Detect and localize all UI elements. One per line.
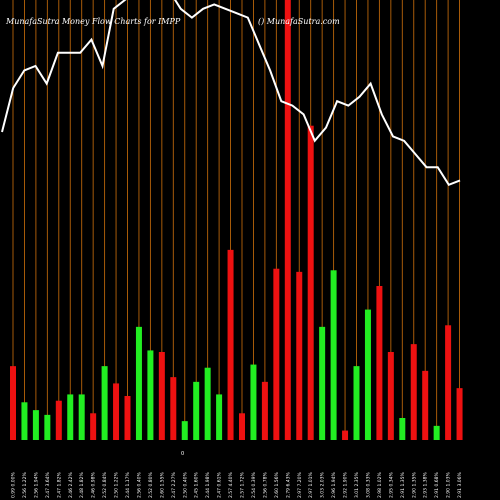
bar xyxy=(21,402,28,440)
bar xyxy=(353,366,360,440)
bar xyxy=(239,413,245,440)
bar xyxy=(147,350,154,440)
x-tick-label: 2.93 1.38% xyxy=(423,472,429,498)
x-tick-label: 2.60 1.56% xyxy=(274,472,280,498)
x-tick-label: 2.54 0.39% xyxy=(251,472,257,498)
x-tick-label: 2.44 1.17% xyxy=(125,472,131,498)
x-tick-label: 2.50 0.40% xyxy=(182,472,188,498)
bar xyxy=(158,352,165,440)
x-tick-label: 2.47 1.82% xyxy=(56,472,62,498)
zero-label: 0 xyxy=(181,451,184,457)
bar xyxy=(445,325,452,440)
bar xyxy=(135,326,142,440)
bar xyxy=(193,381,200,440)
bar xyxy=(181,421,188,440)
bar xyxy=(204,367,211,440)
x-tick-label: 3.08 0.33% xyxy=(365,472,371,498)
x-tick-label: 2.48 1.82% xyxy=(79,472,85,498)
bar xyxy=(250,364,257,440)
x-tick-label: 2.52 0.80% xyxy=(148,472,154,498)
bar xyxy=(78,394,85,440)
x-tick-label: 2.90 1.35% xyxy=(411,472,417,498)
x-tick-label: 2.91 3.06% xyxy=(457,472,463,498)
bar xyxy=(433,425,440,440)
x-tick-label: 2.96 1.94% xyxy=(331,472,337,498)
x-tick-label: 2.56 0.40% xyxy=(136,472,142,498)
bar xyxy=(422,370,429,440)
x-tick-label: 2.91 0.68% xyxy=(434,472,440,498)
x-tick-label: 2.52 0.84% xyxy=(102,472,108,498)
bar xyxy=(387,352,394,440)
x-tick-label: 2.97 7.20% xyxy=(297,472,303,498)
x-tick-label: 3.03 2.03% xyxy=(320,472,326,498)
x-tick-label: 2.50 1.22% xyxy=(114,472,120,498)
x-tick-label: 2.90 1.03% xyxy=(446,472,452,498)
x-tick-label: 2.57 1.72% xyxy=(240,472,246,498)
bar xyxy=(55,400,62,440)
x-tick-label: 2.47 0.61% xyxy=(217,472,223,498)
bar xyxy=(124,396,131,440)
x-tick-label: 2.56 1.94% xyxy=(33,472,39,498)
x-tick-label: 2.56 1.22% xyxy=(22,472,28,498)
x-tick-label: 0.99 0.00% xyxy=(11,472,17,498)
bar xyxy=(170,377,177,440)
bar xyxy=(364,309,371,440)
x-tick-label: 2.97 1.01% xyxy=(308,472,314,498)
price-line xyxy=(1,0,461,187)
bar xyxy=(101,366,108,440)
x-tick-label: 2.98 1.02% xyxy=(377,472,383,498)
bar xyxy=(307,125,314,440)
x-tick-label: 2.56 0.78% xyxy=(262,472,268,498)
bar xyxy=(399,418,406,440)
bar xyxy=(456,388,463,440)
x-tick-label: 2.60 1.55% xyxy=(159,472,165,498)
bar xyxy=(376,286,383,440)
bar xyxy=(227,249,234,440)
bar xyxy=(67,394,74,440)
x-tick-label: 2.47 2.27% xyxy=(171,472,177,498)
x-tick-label: 2.91 1.35% xyxy=(400,472,406,498)
bar xyxy=(296,271,303,440)
bar xyxy=(319,326,326,440)
x-tick-label: 2.57 4.40% xyxy=(228,472,234,498)
x-tick-label: 2.44 1.98% xyxy=(205,472,211,498)
bar xyxy=(284,0,291,440)
bar xyxy=(32,410,39,440)
chart-title-left: MunafaSutra Money Flow Charts for IMPP xyxy=(5,17,181,26)
bar xyxy=(10,366,16,440)
bar xyxy=(261,381,268,440)
bar xyxy=(216,394,223,440)
bar xyxy=(113,383,120,440)
x-tick-label: 3.01 2.35% xyxy=(354,472,360,498)
x-tick-label: 2.47 3.64% xyxy=(45,472,51,498)
bar-series xyxy=(10,0,463,440)
x-tick-label: 2.45 1.60% xyxy=(194,472,200,498)
bar xyxy=(342,430,349,440)
x-tick-label: 2.95 0.34% xyxy=(388,472,394,498)
x-tick-label: 2.46 0.98% xyxy=(91,472,97,498)
x-tick-label: 2.46 2.42% xyxy=(68,472,74,498)
bar xyxy=(90,413,97,440)
x-tick-label: 2.92 1.90% xyxy=(343,472,349,498)
bar xyxy=(273,268,280,440)
x-tick-label: 2.79 6.43% xyxy=(285,472,291,498)
bar xyxy=(44,414,51,440)
bar xyxy=(330,270,337,440)
chart-title-right: () MunafaSutra.com xyxy=(258,17,340,26)
x-axis-labels: 0.99 0.00% 2.56 1.22% 2.56 1.94% 2.47 3.64%… xyxy=(11,472,464,498)
bar xyxy=(410,344,417,440)
